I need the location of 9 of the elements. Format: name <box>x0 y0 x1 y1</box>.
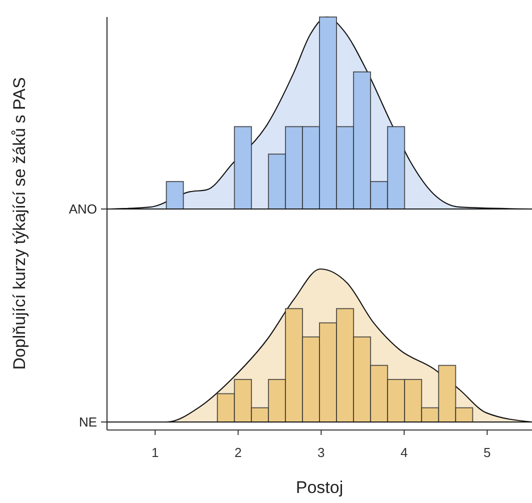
x-tick-label: 2 <box>234 445 242 460</box>
y-axis-title: Doplňující kurzy týkající se žáků s PAS <box>10 77 29 370</box>
x-tick-label: 4 <box>400 445 408 460</box>
x-axis-title: Postoj <box>296 478 344 497</box>
series-label: ANO <box>68 202 97 217</box>
x-tick-label: 1 <box>152 445 159 460</box>
x-tick-label: 5 <box>484 445 491 460</box>
series-label: NE <box>78 414 98 430</box>
x-tick-label: 3 <box>318 445 325 460</box>
